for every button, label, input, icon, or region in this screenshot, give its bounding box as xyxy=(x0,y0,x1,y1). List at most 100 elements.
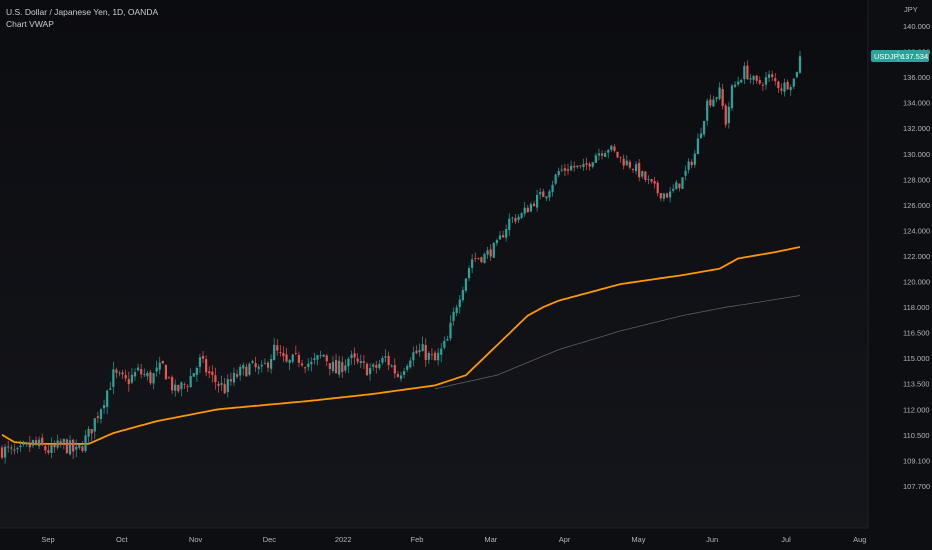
price-scale-panel[interactable] xyxy=(868,0,932,528)
price-badge[interactable]: USDJPY 137.534 xyxy=(871,50,929,62)
candle xyxy=(387,351,390,371)
candle-body xyxy=(319,355,322,356)
candle xyxy=(452,307,455,326)
candle xyxy=(223,378,226,395)
candle xyxy=(498,230,502,240)
candle xyxy=(746,60,749,80)
candle xyxy=(90,428,93,441)
candle-body xyxy=(161,360,164,364)
candle xyxy=(25,441,28,447)
candle-body xyxy=(325,355,328,362)
candle-body xyxy=(372,364,375,367)
indicator-line[interactable]: Chart VWAP xyxy=(6,19,54,29)
candle xyxy=(647,175,650,185)
candle xyxy=(566,163,570,175)
candle-body xyxy=(486,250,489,255)
candle-body xyxy=(183,383,186,385)
candle xyxy=(174,379,177,397)
candle xyxy=(260,360,263,373)
candle xyxy=(28,436,31,452)
candle xyxy=(161,360,164,365)
candle-body xyxy=(362,361,365,363)
candle xyxy=(75,439,78,458)
candle xyxy=(93,418,96,439)
candle-body xyxy=(75,446,78,450)
candle xyxy=(545,196,548,202)
candle xyxy=(638,159,641,182)
candle xyxy=(41,433,44,447)
candle xyxy=(214,367,217,390)
symbol-line[interactable]: U.S. Dollar / Japanese Yen, 1D, OANDA xyxy=(6,7,159,17)
candle xyxy=(365,362,369,376)
x-tick-label: Feb xyxy=(411,535,424,544)
candle xyxy=(492,242,495,259)
candle-body xyxy=(755,75,758,81)
candle-body xyxy=(703,121,706,135)
candle-body xyxy=(764,77,768,85)
x-tick-label: Oct xyxy=(116,535,129,544)
candle-body xyxy=(662,193,666,199)
candle xyxy=(65,438,69,454)
candle xyxy=(684,165,687,181)
candle-body xyxy=(127,379,130,385)
candle-body xyxy=(136,367,140,371)
candle-body xyxy=(665,193,669,198)
currency-label: JPY xyxy=(904,5,918,14)
candle xyxy=(427,351,430,364)
candle xyxy=(699,127,703,140)
y-tick-label: 113.500 xyxy=(903,380,930,389)
candle xyxy=(421,336,424,352)
candle-body xyxy=(171,377,174,391)
candle-body xyxy=(307,363,310,368)
candle xyxy=(616,151,619,159)
candle xyxy=(195,366,198,382)
candle-body xyxy=(458,299,461,308)
candle xyxy=(424,338,427,367)
candle xyxy=(229,372,232,386)
candle-body xyxy=(684,170,687,176)
candle xyxy=(551,180,554,197)
candle-body xyxy=(752,76,755,80)
candle-body xyxy=(634,164,638,172)
candle xyxy=(130,367,134,385)
candle-body xyxy=(44,445,47,451)
candle-body xyxy=(28,443,31,448)
candle-body xyxy=(483,254,486,263)
candle-body xyxy=(628,161,631,168)
candle-body xyxy=(774,78,777,82)
candle-body xyxy=(375,364,378,368)
candle xyxy=(483,252,486,264)
candle xyxy=(68,435,72,456)
candle-body xyxy=(396,374,400,377)
candle xyxy=(248,362,251,377)
candle xyxy=(591,161,594,169)
candle xyxy=(81,441,84,453)
candle-body xyxy=(242,365,245,369)
candle-body xyxy=(143,374,146,376)
candle-body xyxy=(443,340,446,348)
candle-body xyxy=(229,379,232,382)
candle xyxy=(622,154,625,170)
candle-body xyxy=(235,374,239,377)
candle xyxy=(279,345,282,357)
candle-body xyxy=(174,384,177,391)
candle xyxy=(576,165,579,169)
candle-body xyxy=(192,373,195,377)
candle-body xyxy=(0,447,4,458)
candle xyxy=(678,183,681,192)
candle-body xyxy=(709,99,712,106)
candle-body xyxy=(474,258,477,260)
candle xyxy=(7,440,10,453)
candle xyxy=(461,286,464,303)
candle-body xyxy=(656,182,659,194)
time-scale-panel[interactable] xyxy=(0,528,932,550)
candle-body xyxy=(341,362,344,373)
candle xyxy=(517,214,520,224)
candle-body xyxy=(517,216,520,220)
candle-body xyxy=(65,439,69,454)
candle xyxy=(755,75,758,84)
candle-body xyxy=(7,446,10,448)
candle-body xyxy=(690,161,693,166)
